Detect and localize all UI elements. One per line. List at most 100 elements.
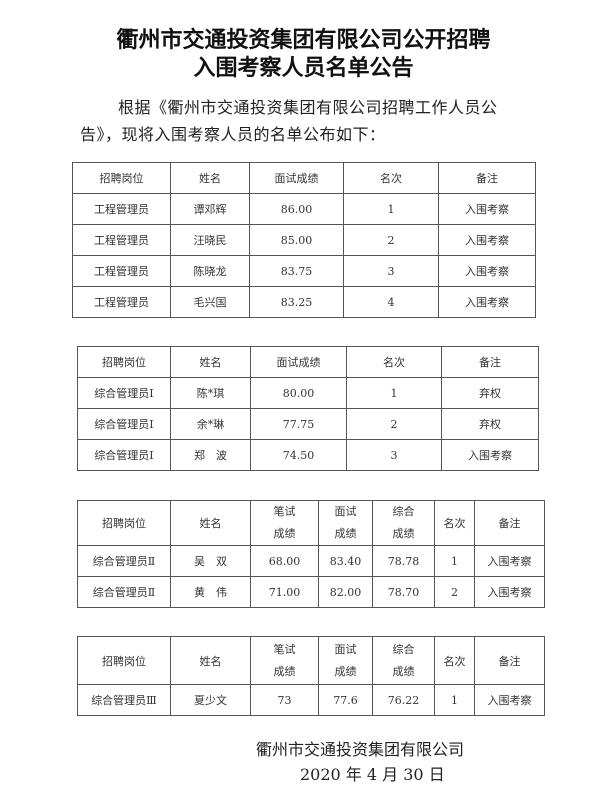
table-row: 工程管理员 汪晓民 85.00 2 入围考察 <box>72 224 536 256</box>
column-header: 面试成绩 <box>249 162 344 194</box>
column-header: 备注 <box>474 500 545 546</box>
table-cell: 黄 伟 <box>170 576 251 608</box>
table-cell: 83.75 <box>249 255 344 287</box>
column-header-text: 笔试成绩 <box>273 642 296 678</box>
table-cell: 综合管理员Ⅰ <box>77 377 171 409</box>
table-cell: 综合管理员Ⅰ <box>77 439 171 471</box>
table-cell: 83.25 <box>249 286 344 318</box>
table-header-row: 招聘岗位 姓名 面试成绩 名次 备注 <box>77 346 539 378</box>
column-header-text: 面试成绩 <box>334 505 357 540</box>
column-header: 备注 <box>438 162 536 194</box>
column-header: 招聘岗位 <box>77 346 171 378</box>
title-line-2: 入围考察人员名单公告 <box>193 55 414 81</box>
table-row: 综合管理员Ⅱ 吴 双 68.00 83.40 78.78 1 入围考察 <box>77 545 545 577</box>
table-cell: 陈晓龙 <box>170 255 250 287</box>
table-cell: 83.40 <box>318 545 373 577</box>
table-cell: 夏少文 <box>170 684 251 716</box>
result-table-1: 招聘岗位 姓名 面试成绩 名次 备注 工程管理员 谭邓辉 86.00 1 入围考察 工程管理员 汪晓民… <box>72 162 536 318</box>
table-cell: 82.00 <box>318 576 373 608</box>
column-header: 名次 <box>343 162 439 194</box>
intro-line-2: 告》，现将入围考察人员的名单公布如下： <box>80 125 386 144</box>
title-line-1: 衢州市交通投资集团有限公司公开招聘 <box>116 27 491 53</box>
table-cell: 3 <box>346 439 442 471</box>
table-cell: 1 <box>434 684 475 716</box>
table-cell: 71.00 <box>250 576 319 608</box>
table-header-row: 招聘岗位 姓名 笔试成绩 面试成绩 综合成绩 名次 备注 <box>77 500 545 546</box>
table-cell: 68.00 <box>250 545 319 577</box>
table-cell: 1 <box>434 545 475 577</box>
table-cell: 2 <box>346 408 442 440</box>
column-header: 招聘岗位 <box>77 500 171 546</box>
column-header: 姓名 <box>170 346 251 378</box>
signature-date: 2020 年 4 月 30 日 <box>300 765 445 784</box>
table-cell: 77.75 <box>250 408 347 440</box>
table-cell: 郑 波 <box>170 439 251 471</box>
table-cell: 工程管理员 <box>72 286 171 318</box>
table-cell: 谭邓辉 <box>170 193 250 225</box>
table-cell: 工程管理员 <box>72 224 171 256</box>
table-cell: 弃权 <box>441 408 539 440</box>
column-header: 名次 <box>346 346 442 378</box>
table-header-row: 招聘岗位 姓名 面试成绩 名次 备注 <box>72 162 536 194</box>
table-cell: 1 <box>343 193 439 225</box>
intro-line-1: 根据《衢州市交通投资集团有限公司招聘工作人员公 <box>118 98 498 117</box>
table-cell: 78.78 <box>372 545 435 577</box>
table-cell: 入围考察 <box>438 193 536 225</box>
table-cell: 2 <box>343 224 439 256</box>
table-cell: 毛兴国 <box>170 286 250 318</box>
table-cell: 综合管理员Ⅰ <box>77 408 171 440</box>
table-row: 综合管理员Ⅲ 夏少文 73 77.6 76.22 1 入围考察 <box>77 684 545 716</box>
result-table-2: 招聘岗位 姓名 面试成绩 名次 备注 综合管理员Ⅰ 陈*琪 80.00 1 弃权 综合管理员Ⅰ 余*琳… <box>77 346 539 471</box>
column-header: 备注 <box>474 636 545 685</box>
table-cell: 余*琳 <box>170 408 251 440</box>
table-row: 工程管理员 陈晓龙 83.75 3 入围考察 <box>72 255 536 287</box>
table-cell: 78.70 <box>372 576 435 608</box>
column-header: 综合成绩 <box>372 636 435 685</box>
table-row: 工程管理员 毛兴国 83.25 4 入围考察 <box>72 286 536 318</box>
table-cell: 74.50 <box>250 439 347 471</box>
table-cell: 86.00 <box>249 193 344 225</box>
table-cell: 77.6 <box>318 684 373 716</box>
result-table-3: 招聘岗位 姓名 笔试成绩 面试成绩 综合成绩 名次 备注 综合管理员Ⅱ 吴 双 68.00 83.4… <box>77 500 545 608</box>
table-cell: 入围考察 <box>474 576 545 608</box>
table-cell: 1 <box>346 377 442 409</box>
column-header: 招聘岗位 <box>77 636 171 685</box>
column-header: 名次 <box>434 500 475 546</box>
column-header: 笔试成绩 <box>250 636 319 685</box>
table-cell: 陈*琪 <box>170 377 251 409</box>
table-cell: 入围考察 <box>438 286 536 318</box>
column-header: 名次 <box>434 636 475 685</box>
table-cell: 入围考察 <box>474 684 545 716</box>
column-header: 备注 <box>441 346 539 378</box>
table-cell: 入围考察 <box>438 255 536 287</box>
column-header: 招聘岗位 <box>72 162 171 194</box>
column-header: 面试成绩 <box>318 636 373 685</box>
table-cell: 入围考察 <box>474 545 545 577</box>
table-cell: 4 <box>343 286 439 318</box>
table-cell: 吴 双 <box>170 545 251 577</box>
table-row: 综合管理员Ⅱ 黄 伟 71.00 82.00 78.70 2 入围考察 <box>77 576 545 608</box>
column-header: 面试成绩 <box>318 500 373 546</box>
column-header-text: 面试成绩 <box>334 642 357 678</box>
table-row: 综合管理员Ⅰ 余*琳 77.75 2 弃权 <box>77 408 539 440</box>
table-cell: 入围考察 <box>438 224 536 256</box>
result-table-4: 招聘岗位 姓名 笔试成绩 面试成绩 综合成绩 名次 备注 综合管理员Ⅲ 夏少文 73 77.6 76.… <box>77 636 545 716</box>
table-header-row: 招聘岗位 姓名 笔试成绩 面试成绩 综合成绩 名次 备注 <box>77 636 545 685</box>
column-header-text: 综合成绩 <box>392 505 415 540</box>
table-row: 工程管理员 谭邓辉 86.00 1 入围考察 <box>72 193 536 225</box>
table-cell: 3 <box>343 255 439 287</box>
table-cell: 弃权 <box>441 377 539 409</box>
table-row: 综合管理员Ⅰ 陈*琪 80.00 1 弃权 <box>77 377 539 409</box>
column-header: 综合成绩 <box>372 500 435 546</box>
column-header: 笔试成绩 <box>250 500 319 546</box>
table-cell: 综合管理员Ⅱ <box>77 576 171 608</box>
table-cell: 入围考察 <box>441 439 539 471</box>
column-header-text: 笔试成绩 <box>273 505 296 540</box>
column-header: 姓名 <box>170 636 251 685</box>
table-cell: 76.22 <box>372 684 435 716</box>
table-cell: 73 <box>250 684 319 716</box>
table-cell: 工程管理员 <box>72 255 171 287</box>
signature-org: 衢州市交通投资集团有限公司 <box>256 740 465 759</box>
column-header: 面试成绩 <box>250 346 347 378</box>
